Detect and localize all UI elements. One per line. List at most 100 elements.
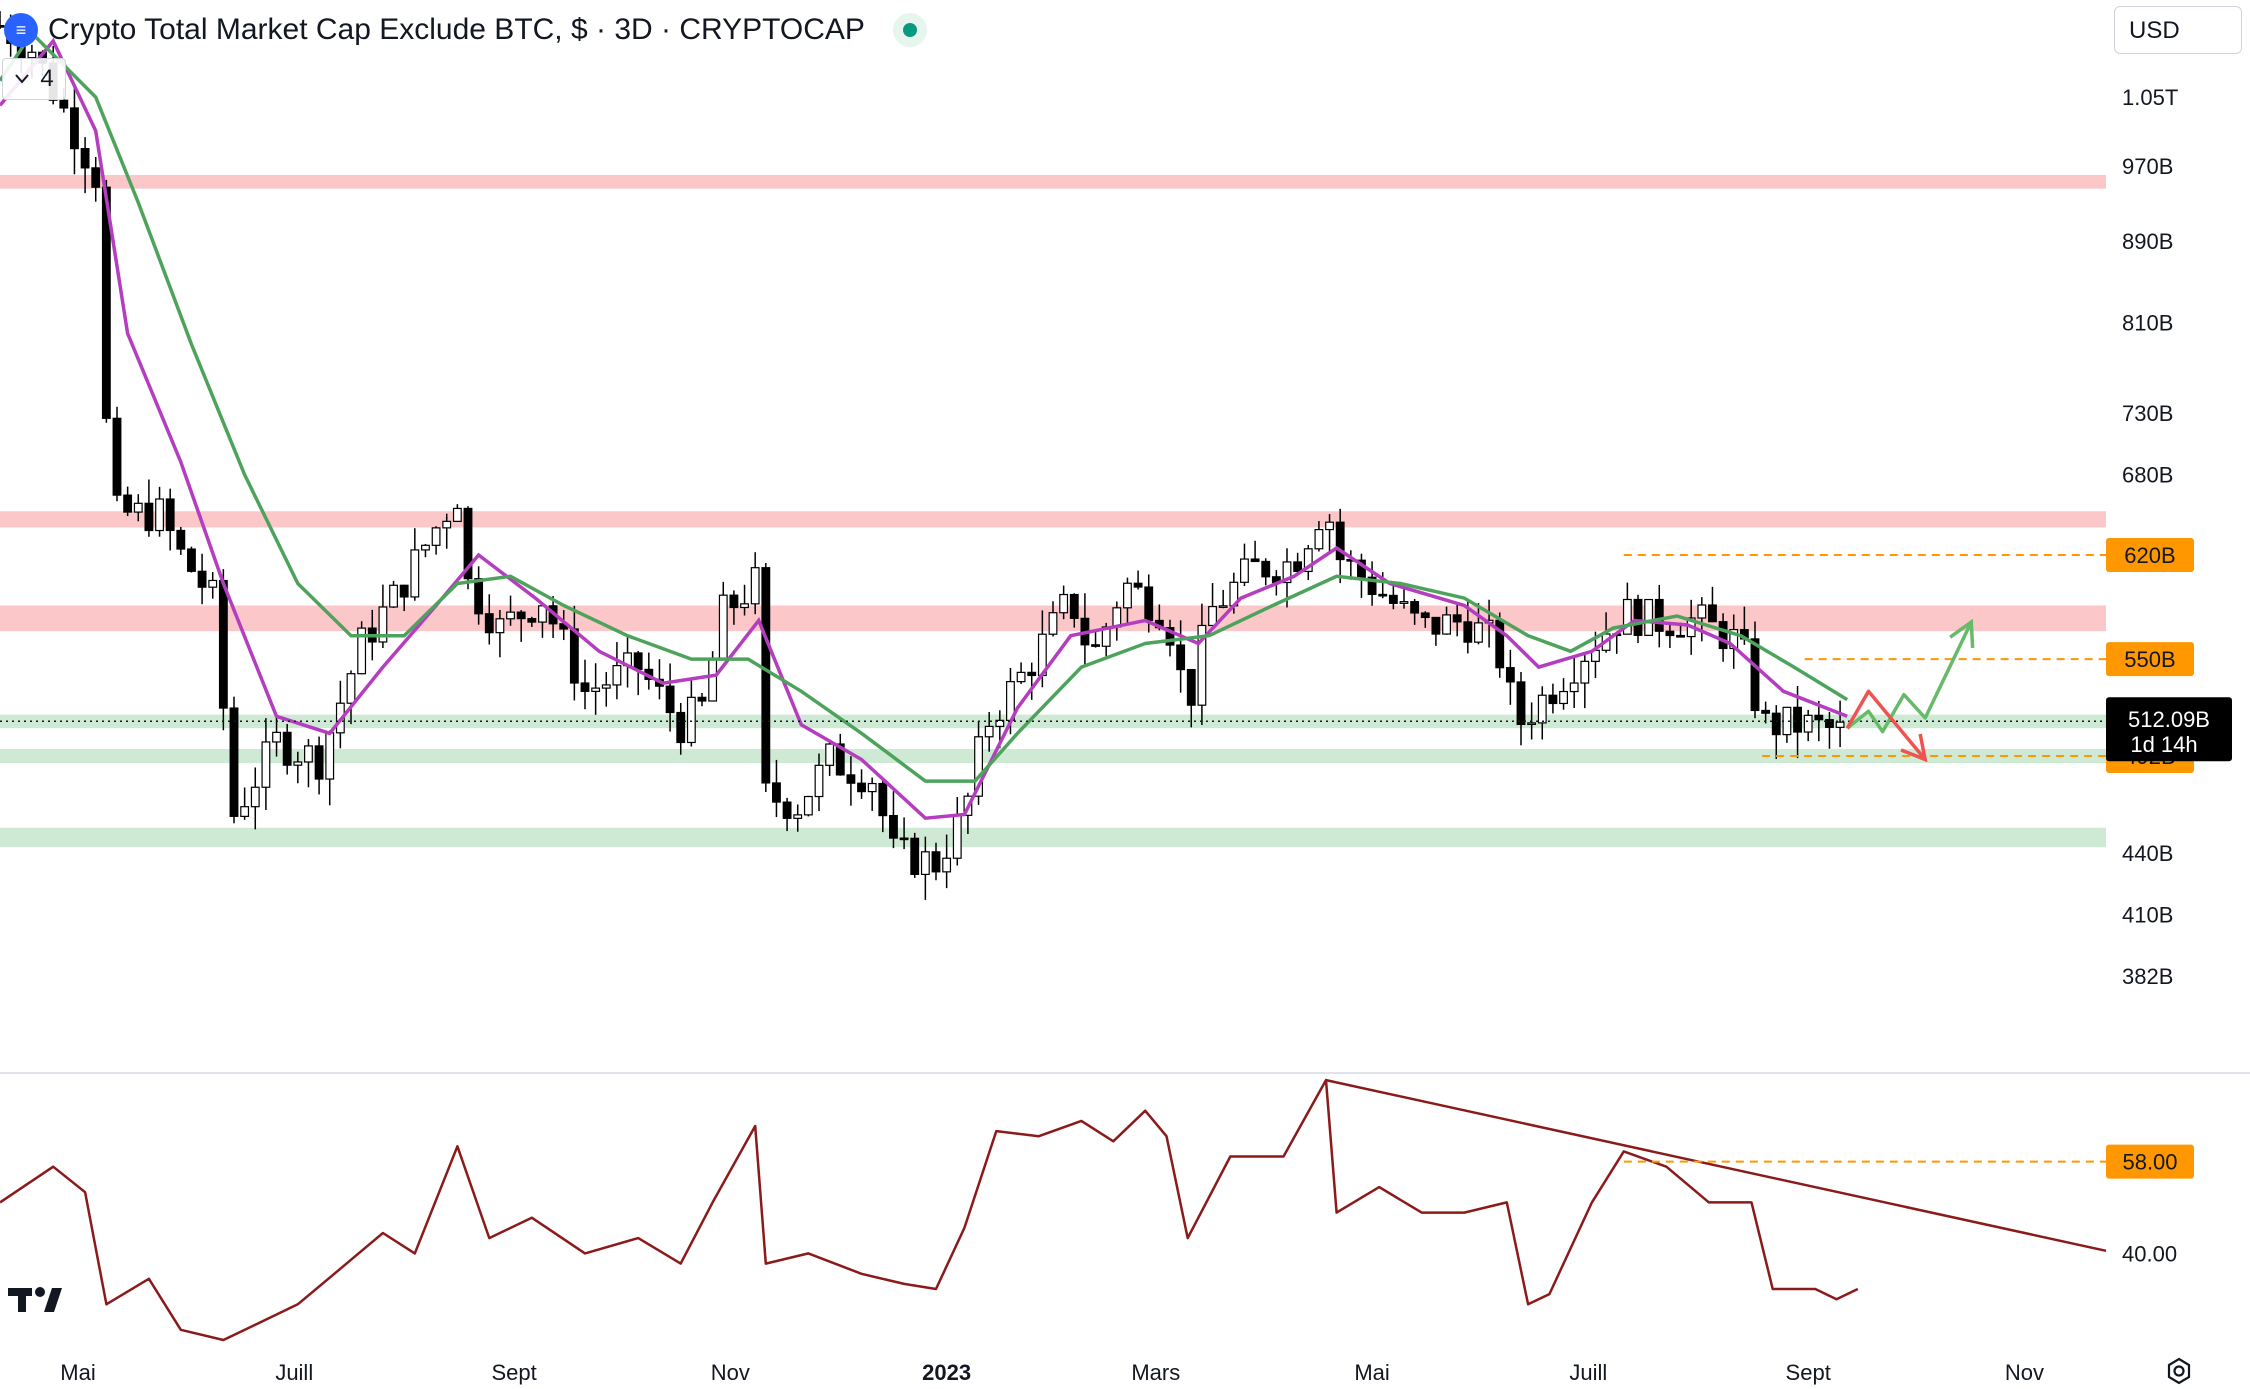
candle bbox=[1186, 668, 1196, 728]
candle bbox=[442, 513, 452, 549]
candle-body bbox=[1410, 601, 1420, 614]
candle bbox=[1559, 678, 1568, 710]
candle-body bbox=[1793, 706, 1802, 733]
candle bbox=[1208, 583, 1217, 627]
candle-body bbox=[1016, 671, 1026, 683]
candle bbox=[803, 795, 813, 817]
candle-body bbox=[282, 731, 292, 766]
collapse-indicators-button[interactable]: 4 bbox=[2, 58, 66, 100]
level-tag bbox=[2106, 537, 2194, 572]
last-price-tag bbox=[2106, 697, 2232, 762]
resistance-zone bbox=[0, 174, 2106, 189]
candle-body bbox=[1697, 604, 1707, 619]
rsi-line bbox=[0, 1078, 1859, 1342]
candle-body bbox=[123, 494, 133, 513]
candle-body bbox=[601, 684, 611, 689]
candle bbox=[261, 718, 271, 810]
candle bbox=[1537, 686, 1547, 740]
candle bbox=[857, 769, 866, 799]
candle bbox=[1261, 558, 1271, 586]
candle-body bbox=[1367, 576, 1377, 596]
price-candles bbox=[0, 11, 1845, 900]
gear-icon[interactable] bbox=[2164, 1356, 2194, 1386]
candle-body bbox=[857, 782, 866, 793]
candle bbox=[346, 670, 356, 725]
candle-body bbox=[59, 99, 69, 109]
candle-body bbox=[974, 736, 983, 797]
candle bbox=[1123, 577, 1132, 624]
candle bbox=[165, 488, 175, 551]
candle-body bbox=[506, 611, 515, 620]
candle-body bbox=[1420, 612, 1430, 619]
candle-body bbox=[101, 186, 111, 419]
candle bbox=[1080, 593, 1090, 667]
candle bbox=[538, 605, 547, 638]
candle bbox=[1803, 709, 1813, 742]
candle-body bbox=[378, 606, 388, 643]
candle bbox=[123, 486, 133, 517]
candle bbox=[889, 791, 898, 849]
price-tick-label: 410B bbox=[2122, 902, 2173, 927]
candle-body bbox=[0, 24, 5, 28]
candle bbox=[378, 584, 388, 648]
candle-body bbox=[697, 696, 707, 702]
candle-body bbox=[1218, 605, 1228, 608]
candle-body bbox=[1442, 614, 1451, 635]
bullish-arrow-head bbox=[1949, 618, 1975, 649]
symbol-header: ≡ Crypto Total Market Cap Exclude BTC, $… bbox=[4, 8, 927, 52]
candle-body bbox=[889, 814, 898, 839]
tradingview-logo-icon[interactable] bbox=[8, 1282, 72, 1318]
candle bbox=[1016, 662, 1026, 684]
candle bbox=[250, 767, 260, 830]
candle-body bbox=[1537, 694, 1547, 724]
candle bbox=[1825, 712, 1834, 749]
price-tick-label: 730B bbox=[2122, 401, 2173, 426]
candle-body bbox=[1814, 714, 1824, 721]
candle-body bbox=[1559, 690, 1568, 705]
currency-select[interactable]: USD bbox=[2114, 6, 2242, 54]
candle bbox=[1357, 553, 1366, 598]
candle bbox=[1442, 606, 1451, 635]
candle bbox=[1133, 570, 1143, 590]
candle-body bbox=[1463, 621, 1473, 643]
resistance-zone bbox=[0, 511, 2106, 528]
candle-body bbox=[1835, 721, 1845, 728]
level-tag bbox=[2106, 642, 2194, 677]
time-tick-label: Juill bbox=[275, 1360, 313, 1385]
candle bbox=[91, 156, 101, 202]
candle-body bbox=[187, 548, 196, 572]
candle bbox=[1548, 683, 1558, 714]
candle bbox=[1782, 706, 1792, 743]
candle bbox=[697, 692, 707, 707]
candle-body bbox=[1761, 709, 1771, 714]
candle bbox=[1197, 603, 1207, 725]
candle-body bbox=[665, 685, 675, 714]
candle-body bbox=[165, 498, 175, 532]
candle-body bbox=[1633, 598, 1643, 636]
candle-body bbox=[250, 786, 260, 808]
bullish-scenario-arrow bbox=[1846, 621, 1973, 734]
candle-body bbox=[144, 502, 154, 532]
last-price-label: 512.09B bbox=[2128, 707, 2210, 732]
candle-body bbox=[1314, 528, 1324, 550]
candle-body bbox=[442, 520, 452, 529]
candle-body bbox=[1378, 593, 1388, 597]
candle-body bbox=[867, 782, 877, 793]
candle bbox=[899, 817, 909, 850]
candle bbox=[1027, 662, 1037, 700]
candle-body bbox=[676, 711, 686, 744]
candle bbox=[495, 610, 505, 658]
rsi-level-tag-label: 58.00 bbox=[2122, 1150, 2177, 1175]
candle bbox=[1505, 649, 1515, 705]
candle-body bbox=[835, 743, 845, 776]
cryptocap-logo-icon: ≡ bbox=[4, 13, 38, 47]
candle bbox=[463, 506, 473, 590]
candle bbox=[357, 621, 367, 675]
candle-body bbox=[463, 507, 473, 580]
candle bbox=[1463, 601, 1473, 654]
candle bbox=[718, 581, 728, 661]
candle bbox=[70, 83, 79, 175]
candle bbox=[112, 406, 122, 502]
candle-body bbox=[718, 594, 728, 660]
